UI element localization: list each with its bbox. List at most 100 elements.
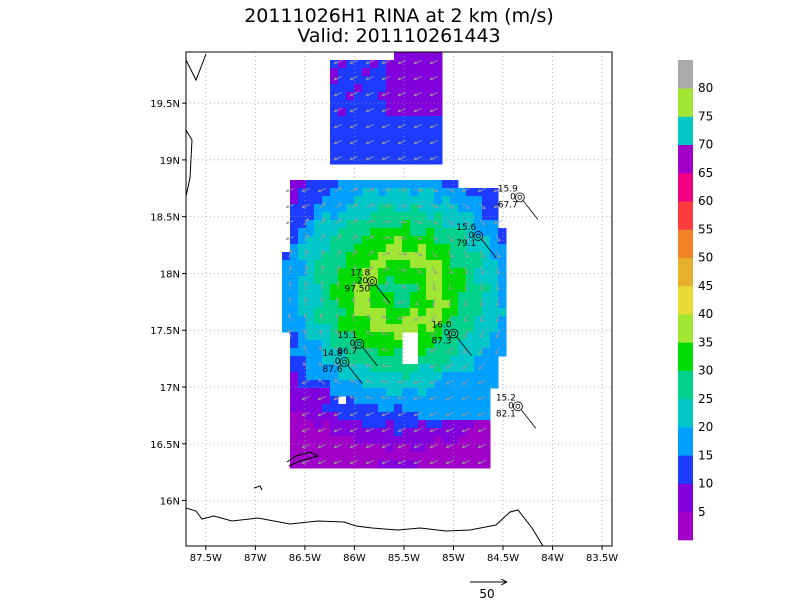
wind-cell-77	[338, 100, 347, 109]
wind-cell-148	[346, 140, 355, 149]
wind-cell-219	[370, 188, 379, 197]
wind-vector-202	[366, 365, 374, 368]
wind-vector-275	[414, 460, 422, 463]
wind-vector-223	[350, 396, 358, 400]
wind-cell-673	[290, 324, 299, 333]
wind-cell-409	[418, 244, 427, 253]
x-tick-label-7: 84W	[541, 553, 564, 564]
station-marker-inner-2	[369, 278, 375, 284]
wind-cell-1113	[386, 460, 395, 469]
wind-cell-111	[386, 116, 395, 125]
wind-cell-620	[314, 308, 323, 317]
wind-cell-651	[338, 316, 347, 325]
wind-cell-750	[290, 348, 299, 357]
wind-cell-350	[378, 228, 387, 237]
wind-cell-958	[346, 412, 355, 421]
wind-cell-1038	[386, 436, 395, 445]
wind-vector-136	[338, 282, 339, 291]
station-marker-inner-3	[451, 331, 456, 337]
wind-cell-540	[346, 284, 355, 293]
wind-vector-270	[334, 460, 342, 463]
wind-cell-151	[370, 140, 379, 149]
wind-cell-33	[434, 68, 443, 77]
wind-vector-22	[350, 108, 358, 111]
wind-cell-205	[426, 180, 435, 189]
wind-vector-127	[414, 266, 421, 272]
wind-cell-852	[298, 380, 307, 389]
wind-cell-739	[418, 340, 427, 349]
wind-cell-600	[378, 300, 387, 309]
wind-cell-238	[314, 196, 323, 205]
wind-vector-29	[350, 124, 358, 127]
wind-cell-1037	[378, 436, 387, 445]
wind-cell-509	[322, 276, 331, 285]
wind-cell-15	[402, 60, 411, 69]
wind-cell-1107	[338, 460, 347, 469]
wind-cell-199	[378, 180, 387, 189]
wind-vector-276	[430, 460, 438, 463]
wind-cell-827	[306, 372, 315, 381]
wind-cell-102	[426, 108, 435, 117]
wind-cell-248	[394, 196, 403, 205]
wind-cell-426	[330, 252, 339, 261]
wind-cell-186	[426, 156, 435, 165]
wind-cell-1110	[362, 460, 371, 469]
wind-cell-71	[402, 92, 411, 101]
wind-cell-136	[362, 132, 371, 141]
wind-vector-129	[448, 266, 452, 273]
wind-cell-1106	[330, 460, 339, 469]
wind-cell-453	[322, 260, 331, 269]
wind-vector-233	[318, 412, 326, 415]
wind-vector-269	[318, 460, 326, 463]
wind-cell-223	[402, 188, 411, 197]
wind-vector-42	[334, 156, 342, 159]
wind-cell-185	[418, 156, 427, 165]
wind-cell-1006	[330, 428, 339, 437]
wind-cell-1105	[322, 460, 331, 469]
wind-cell-396	[314, 244, 323, 253]
wind-vector-256	[302, 444, 310, 447]
wind-cell-851	[290, 380, 299, 389]
wind-cell-276	[410, 204, 419, 213]
wind-cell-34	[330, 76, 339, 85]
wind-cell-501	[482, 268, 491, 277]
wind-cell-849	[482, 372, 491, 381]
wind-cell-73	[418, 92, 427, 101]
wind-vector-188	[320, 347, 325, 354]
wind-cell-216	[346, 188, 355, 197]
wind-cell-1101	[290, 460, 299, 469]
wind-cell-174	[330, 156, 339, 165]
wind-cell-952	[298, 412, 307, 421]
wind-cell-1066	[410, 444, 419, 453]
wind-cell-565	[322, 292, 331, 301]
wind-cell-316	[314, 220, 323, 229]
wind-cell-124	[378, 124, 387, 133]
station-0-value-2: 67.7	[498, 200, 518, 210]
wind-cell-293	[338, 212, 347, 221]
wind-vector-99	[414, 236, 422, 240]
wind-vector-126	[397, 269, 406, 270]
wind-cell-454	[330, 260, 339, 269]
wind-cell-887	[370, 388, 379, 397]
colorbar: 5 10 15 20 25 30 35 40 45 50 55 60 65 70 75 80	[678, 60, 713, 541]
wind-cell-1111	[370, 460, 379, 469]
station-2-value-0: 17.8	[350, 268, 370, 278]
wind-vector-112	[397, 254, 406, 255]
wind-cell-810	[378, 364, 387, 373]
wind-cell-863	[386, 380, 395, 389]
wind-cell-162	[346, 148, 355, 157]
wind-cell-92	[346, 108, 355, 117]
wind-cell-368	[306, 236, 315, 245]
wind-cell-998	[466, 420, 475, 429]
wind-cell-877	[290, 388, 299, 397]
wind-cell-287	[290, 212, 299, 221]
wind-cell-91	[338, 108, 347, 117]
wind-cell-312	[490, 212, 499, 221]
wind-cell-160	[330, 148, 339, 157]
wind-cell-495	[434, 268, 443, 277]
wind-cell-951	[290, 412, 299, 421]
wind-cell-168	[394, 148, 403, 157]
wind-cell-638	[458, 308, 467, 317]
wind-cell-704	[322, 332, 331, 341]
